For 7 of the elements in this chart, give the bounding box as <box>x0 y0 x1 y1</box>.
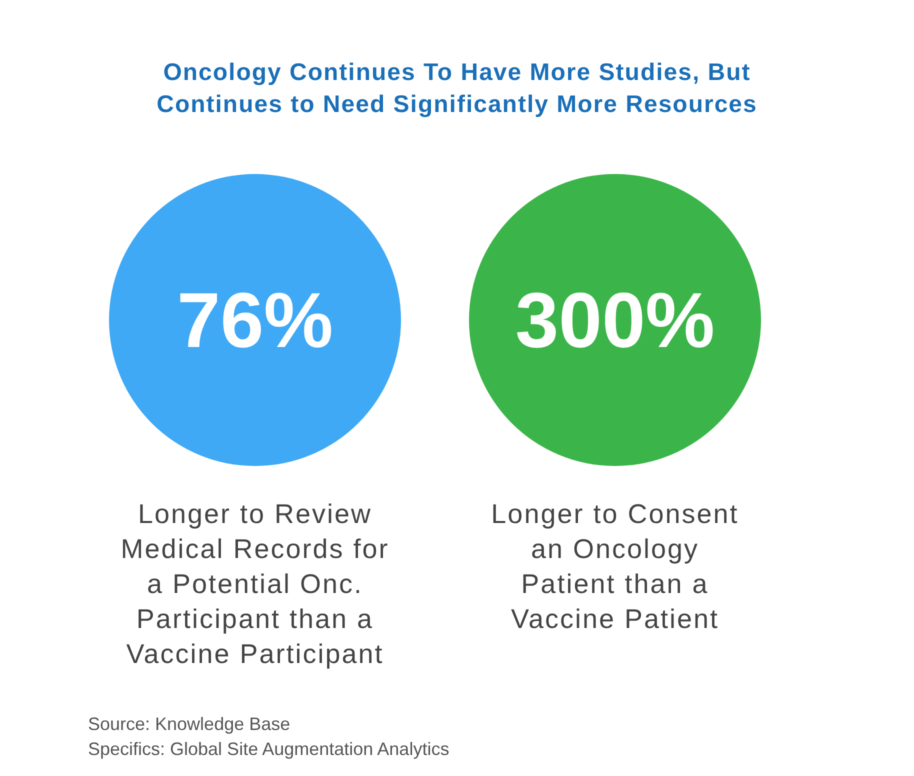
data-label: 76% <box>176 276 334 364</box>
category-label: Longer to Consent an Oncology Patient than a Vaccine Patient <box>491 499 739 634</box>
text: Specifics: Global Site Augmentation Analytics <box>88 739 450 759</box>
data-label: 300% <box>515 276 715 364</box>
source-note: Source: Knowledge Base <box>88 714 290 734</box>
category-label: Longer to Review Medical Records for a Potential Onc. Participant than a Vaccine Participant <box>120 499 390 669</box>
text: Oncology Continues To Have More Studies, But Continues to Need Significantly More Resources <box>156 59 758 118</box>
